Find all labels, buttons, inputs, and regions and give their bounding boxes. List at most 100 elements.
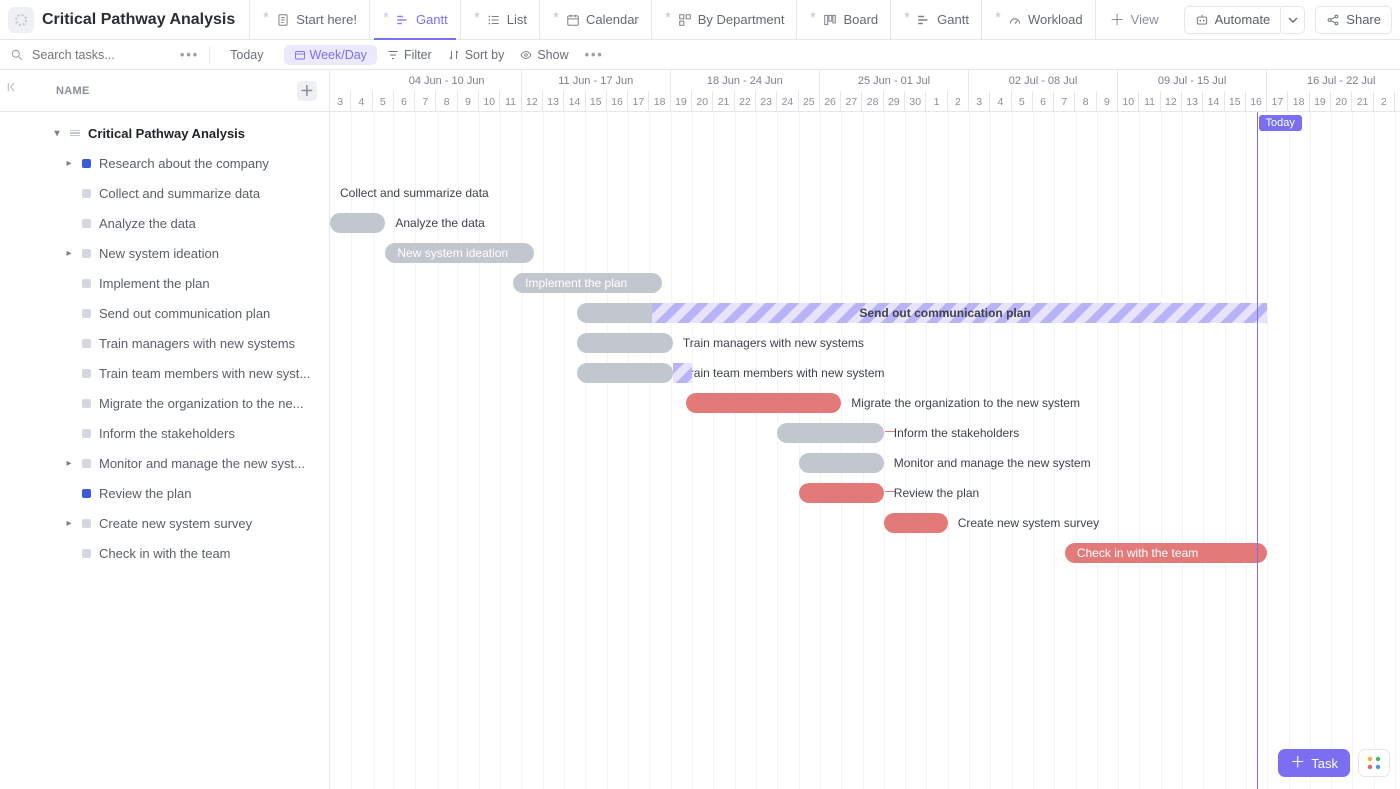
space-icon[interactable]	[8, 7, 34, 33]
tree-item-collect[interactable]: ▸Collect and summarize data	[0, 178, 329, 208]
week-header: 09 Jul - 15 Jul	[1118, 70, 1267, 91]
share-icon	[1326, 13, 1340, 27]
caret-icon[interactable]: ▸	[64, 158, 74, 169]
day-header: 29	[884, 91, 905, 112]
collapse-panel-icon[interactable]	[6, 80, 20, 97]
day-header: 11	[500, 91, 521, 112]
gantt-bar-monitor[interactable]	[799, 453, 884, 473]
week-header: 02 Jul - 08 Jul	[969, 70, 1118, 91]
day-header: 25	[799, 91, 820, 112]
fab-wrap: ＋Task	[1278, 749, 1390, 777]
search-more-icon[interactable]: •••	[180, 48, 199, 62]
sortby-button[interactable]: Sort by	[448, 48, 505, 62]
tree-item-label: Check in with the team	[99, 546, 231, 561]
gantt-bar-commsplan[interactable]	[577, 303, 652, 323]
tree-item-trainteam[interactable]: ▸Train team members with new syst...	[0, 358, 329, 388]
day-header: 28	[863, 91, 884, 112]
day-header: 18	[650, 91, 671, 112]
tree-item-implement[interactable]: ▸Implement the plan	[0, 268, 329, 298]
bar-label: Train team members with new system	[683, 363, 885, 383]
tab-dept[interactable]: By Department	[652, 0, 798, 39]
tree-item-checkin[interactable]: ▸Check in with the team	[0, 538, 329, 568]
bar-label: Monitor and manage the new system	[894, 453, 1091, 473]
day-header: 19	[1310, 91, 1331, 112]
calendar-range-icon	[294, 49, 306, 61]
gantt-bar-migrate[interactable]	[686, 393, 841, 413]
day-header: 12	[1161, 91, 1182, 112]
tree-item-label: Implement the plan	[99, 276, 210, 291]
search-input-wrap[interactable]	[10, 47, 170, 63]
tree-item-survey[interactable]: ▸Create new system survey	[0, 508, 329, 538]
page-title[interactable]: Critical Pathway Analysis	[42, 11, 235, 29]
tree-item-monitor[interactable]: ▸Monitor and manage the new syst...	[0, 448, 329, 478]
gantt-bar-trainteam[interactable]	[577, 363, 673, 383]
gantt-bar-analyze[interactable]	[330, 213, 385, 233]
tab-list[interactable]: List	[461, 0, 540, 39]
day-header: 7	[1054, 91, 1075, 112]
share-button[interactable]: Share	[1315, 6, 1392, 34]
tab-label: Calendar	[586, 12, 639, 27]
tree-item-label: Train team members with new syst...	[99, 366, 310, 381]
bar-label: Check in with the team	[1077, 546, 1198, 560]
tree-item-review[interactable]: ▸Review the plan	[0, 478, 329, 508]
gantt-bar-checkin[interactable]: Check in with the team	[1065, 543, 1267, 563]
tree-item-commsplan[interactable]: ▸Send out communication plan	[0, 298, 329, 328]
gantt-bar-review[interactable]	[799, 483, 884, 503]
weekday-button[interactable]: Week/Day	[284, 45, 377, 65]
day-header: 20	[1331, 91, 1352, 112]
tab-cal[interactable]: Calendar	[540, 0, 652, 39]
tree-item-trainmgr[interactable]: ▸Train managers with new systems	[0, 328, 329, 358]
tree-header: NAME ＋	[0, 70, 329, 112]
gantt-row: Monitor and manage the new system	[330, 448, 1400, 478]
search-input[interactable]	[30, 47, 170, 63]
status-icon	[82, 429, 91, 438]
bar-label: New system ideation	[397, 246, 508, 260]
gantt-row: Collect and summarize data	[330, 178, 1400, 208]
tree-item-research[interactable]: ▸Research about the company	[0, 148, 329, 178]
bar-label: Review the plan	[894, 483, 979, 503]
tab-start[interactable]: Start here!	[249, 0, 370, 39]
apps-button[interactable]	[1358, 749, 1390, 777]
tree-item-analyze[interactable]: ▸Analyze the data	[0, 208, 329, 238]
automate-button[interactable]: Automate	[1184, 6, 1282, 34]
filter-button[interactable]: Filter	[387, 48, 432, 62]
gantt-bar-implement[interactable]: Implement the plan	[513, 273, 662, 293]
gantt-bar-inform[interactable]	[777, 423, 884, 443]
day-header: 16	[607, 91, 628, 112]
toolbar-more-icon[interactable]: •••	[585, 48, 604, 62]
tree-root[interactable]: ▾Critical Pathway Analysis	[0, 118, 329, 148]
gantt-row: Analyze the data	[330, 208, 1400, 238]
gantt-bar-survey[interactable]	[884, 513, 948, 533]
new-task-button[interactable]: ＋Task	[1278, 749, 1350, 777]
status-icon	[82, 399, 91, 408]
chevron-down-icon	[1288, 15, 1298, 25]
gantt-toolbar: ••• Today Week/Day Filter Sort by Show •…	[0, 40, 1400, 70]
tab-gantt2[interactable]: Gantt	[891, 0, 982, 39]
caret-icon[interactable]: ▸	[64, 518, 74, 529]
day-header: 30	[905, 91, 926, 112]
apps-icon	[1366, 755, 1382, 771]
gantt-bar-trainmgr[interactable]	[577, 333, 673, 353]
tab-board[interactable]: Board	[797, 0, 891, 39]
caret-icon[interactable]: ▸	[64, 248, 74, 259]
tree-item-migrate[interactable]: ▸Migrate the organization to the ne...	[0, 388, 329, 418]
gantt-row: Send out communication plan	[330, 298, 1400, 328]
gantt-bar-ideation[interactable]: New system ideation	[385, 243, 534, 263]
show-label: Show	[537, 48, 568, 62]
tab-gantt1[interactable]: Gantt	[370, 0, 461, 39]
robot-icon	[1195, 13, 1209, 27]
day-header: 24	[777, 91, 798, 112]
add-view-button[interactable]: ＋View	[1098, 9, 1171, 30]
show-button[interactable]: Show	[520, 48, 568, 62]
tree-item-ideation[interactable]: ▸New system ideation	[0, 238, 329, 268]
gantt-row: Implement the plan	[330, 268, 1400, 298]
tab-workload[interactable]: Workload	[982, 0, 1096, 39]
caret-icon[interactable]: ▸	[64, 458, 74, 469]
gantt-row: Create new system survey	[330, 508, 1400, 538]
tree-item-inform[interactable]: ▸Inform the stakeholders	[0, 418, 329, 448]
automate-caret[interactable]	[1282, 6, 1305, 34]
today-button[interactable]: Today	[220, 45, 273, 65]
tree-item-label: Send out communication plan	[99, 306, 270, 321]
gantt-row	[330, 148, 1400, 178]
add-column-button[interactable]: ＋	[297, 81, 317, 101]
